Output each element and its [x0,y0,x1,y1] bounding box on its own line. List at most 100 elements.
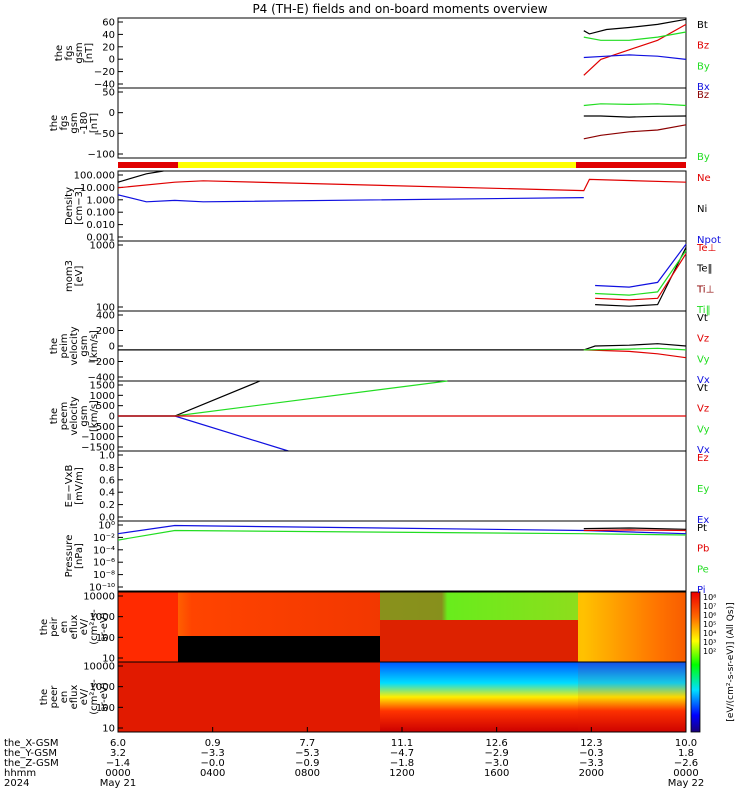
y-axis-label-line: eV/ [79,688,90,705]
colorbar-scale [690,591,701,733]
x-row-value: −3.0 [485,758,509,769]
series-line-Vy [583,347,687,351]
x-row-label: the_Y-GSM [4,748,57,759]
legend-entry: Bt [697,20,708,31]
y-axis-label-line: Density [64,187,75,225]
y-axis-label: the fgs gsm [nT] [54,42,95,63]
y-tick-label: 100 [96,703,115,714]
y-tick-label: 0.0 [99,513,115,524]
y-tick-label: 1500 [90,381,115,392]
series-line-Bt [583,115,687,118]
panel-3: 100.00010.0001.0000.1000.0100.001Density… [64,170,721,246]
series-line-Vz [583,349,687,359]
y-tick-label: −40 [94,80,115,91]
legend-entry: Ne [697,173,711,184]
y-axis-label: Density [cm−3] [64,187,85,225]
y-axis-label: the peir en eflux eV/(cm²-s-sr-eV) [39,609,110,645]
x-row-value: 1600 [484,768,509,779]
series-line-Pt [583,527,687,530]
y-axis-label-line: [nT] [89,113,100,133]
legend-entry: Npot [697,235,721,246]
series-line-Bx [583,54,687,60]
y-tick-label: 1.000 [86,195,115,206]
x-row-value: 1.8 [678,748,694,759]
series-line-By [583,103,687,107]
y-axis-label-line: [mV/m] [74,467,85,505]
mode-bar-slow [178,162,576,168]
x-row-value: 1200 [389,768,414,779]
y-axis-label-line: eflux [69,685,80,710]
series-line-Vt [118,380,261,417]
y-tick-label: 500 [96,401,115,412]
legend-entry: Pb [697,544,709,555]
x-row-value: −4.7 [390,748,414,759]
legend-entry: By [697,61,710,72]
x-row-value: 0.9 [205,738,221,749]
colorbar-tick: 10⁴ [703,629,716,638]
legend-entry: Ti‖ [696,305,711,316]
y-tick-label: 0.8 [99,463,115,474]
y-tick-label: 0.100 [86,208,115,219]
x-row-value: 2000 [579,768,604,779]
legend-entry: Vz [697,404,709,415]
legend-entry: Ti⊥ [696,284,714,295]
y-axis-label: the peer en eflux eV/(cm²-s-sr-eV) [39,679,110,715]
x-row-value: 12.3 [580,738,602,749]
x-row-label: 2024 [4,778,29,789]
y-axis-label-line: mom3 [64,260,75,292]
legend-entry: Vt [697,313,708,324]
series-line-Ni [117,170,164,183]
y-tick-label: 10⁻⁶ [93,558,115,569]
ion-spectrogram-void [178,636,380,662]
y-axis-label-line: the [49,338,60,354]
x-row-value: 0000 [105,768,130,779]
x-row-value: 3.2 [110,748,126,759]
y-tick-label: 400 [96,311,115,322]
y-axis-label-line: [nPa] [74,543,85,569]
chart-title: P4 (TH-E) fields and on-board moments ov… [252,2,547,16]
x-row-value: −0.3 [579,748,603,759]
y-axis-label-line: gsm [79,335,90,356]
y-axis-label-line: (cm²-s- [89,679,100,715]
y-axis-label-line: [eV] [74,266,85,287]
y-axis-label-line: Pressure [64,535,75,578]
x-row-value: 0000 [673,768,698,779]
legend-entry: Ex [697,515,709,526]
y-tick-label: 0 [109,108,115,119]
electron-spectrogram [118,662,686,732]
y-tick-label: 10000 [83,592,115,603]
y-tick-label: 60 [102,18,115,29]
y-tick-label: 100 [96,633,115,644]
series-line-Pb [583,529,687,532]
colorbar-tick: 10⁷ [703,602,716,611]
x-row-value: May 21 [100,778,137,789]
panel-frame [117,87,687,159]
legend-entry: Pt [697,523,707,534]
y-axis-label-line: peem [59,402,70,430]
x-row-value: 0400 [200,768,225,779]
legend-entry: Vx [697,445,710,456]
legend-entry: Vt [697,383,708,394]
series-line-Npot [117,194,584,203]
colorbar-tick: 10³ [703,638,716,647]
y-tick-label: −50 [94,129,115,140]
y-axis-label-line: velocity [69,396,80,435]
series-line-Pe [117,529,687,541]
y-axis-label-line: peim [59,333,70,358]
panel-frame [117,17,687,89]
x-row-label: hhmm [4,768,36,779]
y-tick-label: 0 [109,55,115,66]
series-line-Vx [118,415,289,452]
colorbar-tick: 10⁸ [703,593,716,602]
electron-spectrogram-mid [380,662,578,732]
y-tick-label: 10⁻⁴ [93,545,115,556]
y-tick-label: 10⁻¹⁰ [89,583,115,594]
y-axis-label-line: fgs [64,45,75,60]
y-tick-label: 0.001 [86,233,115,244]
y-tick-label: −1500 [81,443,115,454]
x-row-value: 0800 [295,768,320,779]
ion-spectrogram-band-low [380,620,578,662]
y-tick-label: 0 [109,412,115,423]
